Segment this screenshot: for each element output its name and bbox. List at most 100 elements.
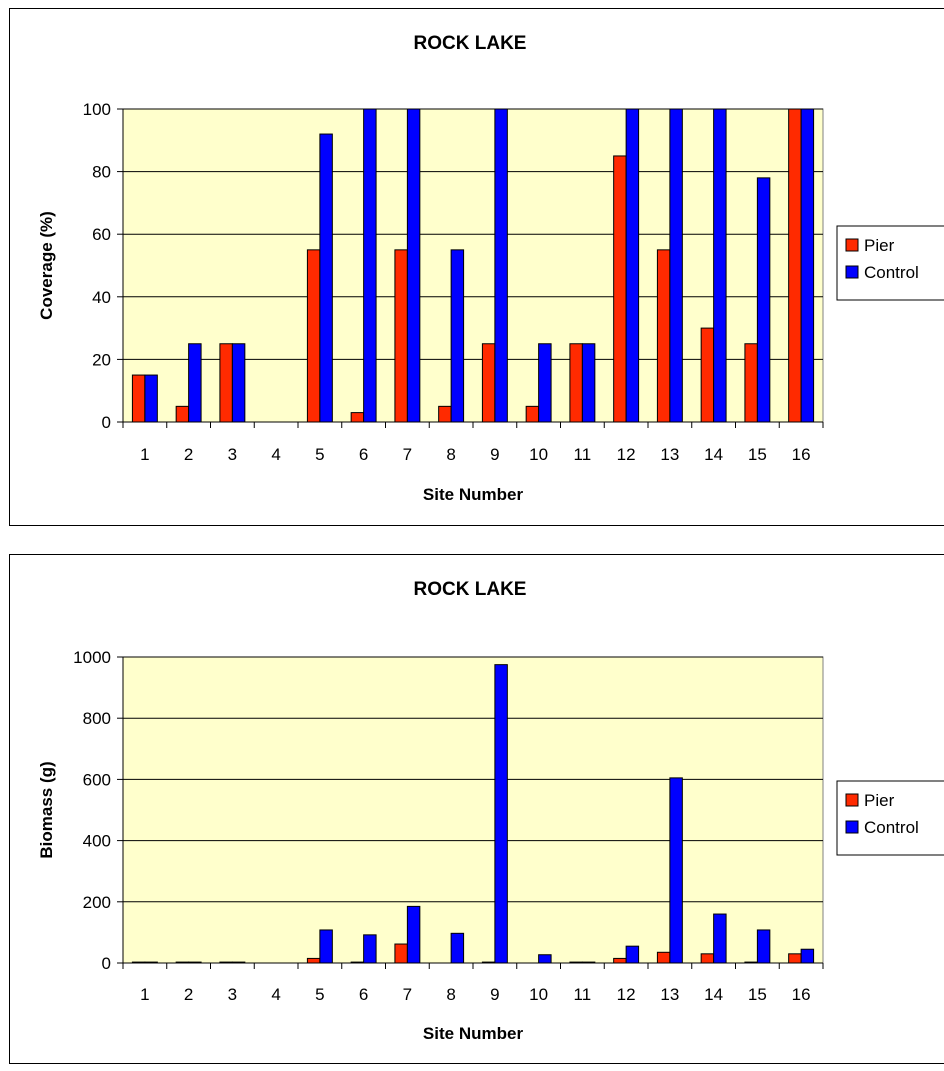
coverage-legend-swatch-pier xyxy=(845,238,859,252)
coverage-bar-pier-site-7 xyxy=(394,249,408,423)
biomass-x-tick-label: 6 xyxy=(359,985,368,1004)
coverage-x-tick-label: 12 xyxy=(617,445,636,464)
biomass-bar-control-site-12 xyxy=(625,945,640,964)
biomass-bar-pier-site-13 xyxy=(656,951,671,964)
biomass-bar-pier-site-2 xyxy=(175,961,190,964)
coverage-x-tick-label: 8 xyxy=(446,445,455,464)
coverage-x-tick-label: 1 xyxy=(140,445,149,464)
coverage-y-tick-label: 0 xyxy=(102,413,111,432)
biomass-y-tick-label: 200 xyxy=(83,893,111,912)
biomass-bar-pier-site-3 xyxy=(219,961,233,964)
coverage-x-tick-label: 14 xyxy=(704,445,723,464)
biomass-x-tick-label: 9 xyxy=(490,985,499,1004)
coverage-bar-pier-site-13 xyxy=(656,249,671,423)
biomass-x-tick-label: 13 xyxy=(660,985,679,1004)
coverage-x-tick-label: 11 xyxy=(574,445,592,464)
coverage-x-tick-label: 9 xyxy=(490,445,499,464)
biomass-x-tick-label: 8 xyxy=(446,985,455,1004)
coverage-bar-pier-site-16 xyxy=(788,108,802,423)
biomass-legend-swatch-pier xyxy=(845,793,859,807)
biomass-x-tick-label: 5 xyxy=(315,985,324,1004)
biomass-y-axis-title: Biomass (g) xyxy=(37,761,56,858)
biomass-bar-control-site-15 xyxy=(756,929,771,964)
biomass-bar-control-site-10 xyxy=(538,954,552,964)
biomass-bar-control-site-3 xyxy=(231,961,246,964)
coverage-bar-pier-site-2 xyxy=(175,405,190,423)
coverage-x-tick-label: 6 xyxy=(359,445,368,464)
biomass-bar-pier-site-7 xyxy=(394,943,408,964)
coverage-y-axis-title: Coverage (%) xyxy=(37,211,56,320)
biomass-x-tick-label: 14 xyxy=(704,985,723,1004)
coverage-bar-control-site-9 xyxy=(494,108,508,423)
coverage-x-tick-label: 13 xyxy=(660,445,679,464)
coverage-legend-label-pier: Pier xyxy=(864,236,895,255)
coverage-x-tick-label: 3 xyxy=(228,445,237,464)
biomass-bar-control-site-14 xyxy=(713,913,727,964)
coverage-x-tick-label: 5 xyxy=(315,445,324,464)
biomass-bar-control-site-9 xyxy=(494,664,508,964)
biomass-x-tick-label: 3 xyxy=(228,985,237,1004)
biomass-bar-control-site-11 xyxy=(581,961,596,964)
coverage-chart-title: ROCK LAKE xyxy=(414,33,527,54)
coverage-bar-pier-site-10 xyxy=(525,405,540,423)
biomass-chart: ROCK LAKE 0 200 400 600 800 1000 1 2 3 4 5 6 7 8 9 10 11 1… xyxy=(9,554,944,1064)
coverage-bar-pier-site-9 xyxy=(481,343,496,423)
coverage-bar-pier-site-3 xyxy=(219,343,233,423)
coverage-bar-control-site-7 xyxy=(406,108,421,423)
biomass-bar-control-site-8 xyxy=(450,932,465,964)
biomass-x-tick-label: 12 xyxy=(617,985,636,1004)
coverage-bar-control-site-1 xyxy=(144,374,158,423)
biomass-y-tick-label: 1000 xyxy=(73,648,111,667)
biomass-legend-swatch-control xyxy=(845,820,859,834)
biomass-x-tick-label: 10 xyxy=(529,985,548,1004)
coverage-legend-label-control: Control xyxy=(864,263,919,282)
coverage-bar-pier-site-15 xyxy=(744,343,758,423)
coverage-bar-control-site-11 xyxy=(581,343,596,423)
biomass-bar-control-site-1 xyxy=(144,961,158,964)
coverage-bar-control-site-6 xyxy=(363,108,377,423)
coverage-y-tick-label: 20 xyxy=(92,350,111,369)
coverage-bar-control-site-16 xyxy=(800,108,815,423)
biomass-bar-pier-site-15 xyxy=(744,961,758,964)
coverage-y-tick-label: 60 xyxy=(92,225,111,244)
coverage-x-tick-label: 4 xyxy=(271,445,280,464)
biomass-x-tick-label: 2 xyxy=(184,985,193,1004)
coverage-bar-pier-site-5 xyxy=(306,249,321,423)
biomass-bar-pier-site-14 xyxy=(700,953,715,964)
coverage-bar-pier-site-1 xyxy=(131,374,146,423)
biomass-bar-pier-site-6 xyxy=(350,961,365,964)
biomass-bar-pier-site-5 xyxy=(306,957,321,964)
biomass-bar-pier-site-9 xyxy=(481,961,496,964)
coverage-bar-control-site-5 xyxy=(319,133,333,423)
coverage-y-tick-label: 40 xyxy=(92,288,111,307)
biomass-bar-control-site-16 xyxy=(800,948,815,964)
biomass-bar-pier-site-11 xyxy=(569,961,583,964)
biomass-legend-label-control: Control xyxy=(864,818,919,837)
biomass-y-tick-label: 600 xyxy=(83,770,111,789)
biomass-chart-title: ROCK LAKE xyxy=(414,579,527,600)
biomass-x-axis-title: Site Number xyxy=(423,1024,524,1043)
coverage-x-tick-label: 10 xyxy=(529,445,548,464)
biomass-legend xyxy=(836,780,944,856)
coverage-y-tick-label: 100 xyxy=(83,100,111,119)
coverage-bar-pier-site-14 xyxy=(700,327,715,423)
coverage-x-tick-label: 7 xyxy=(403,445,412,464)
biomass-x-tick-label: 15 xyxy=(748,985,767,1004)
coverage-bar-pier-site-6 xyxy=(350,412,365,423)
biomass-legend-label-pier: Pier xyxy=(864,791,895,810)
biomass-bar-control-site-2 xyxy=(188,961,202,964)
coverage-bar-pier-site-12 xyxy=(613,155,627,423)
biomass-x-tick-label: 7 xyxy=(403,985,412,1004)
coverage-legend xyxy=(836,225,944,301)
biomass-x-tick-label: 1 xyxy=(140,985,149,1004)
coverage-bar-control-site-14 xyxy=(713,108,727,423)
coverage-bar-control-site-10 xyxy=(538,343,552,423)
coverage-legend-swatch-control xyxy=(845,265,859,279)
biomass-x-tick-label: 16 xyxy=(792,985,811,1004)
biomass-y-tick-label: 400 xyxy=(83,832,111,851)
biomass-bar-control-site-5 xyxy=(319,929,333,964)
coverage-bar-control-site-15 xyxy=(756,177,771,423)
coverage-bar-control-site-12 xyxy=(625,108,640,423)
biomass-y-tick-label: 800 xyxy=(83,709,111,728)
